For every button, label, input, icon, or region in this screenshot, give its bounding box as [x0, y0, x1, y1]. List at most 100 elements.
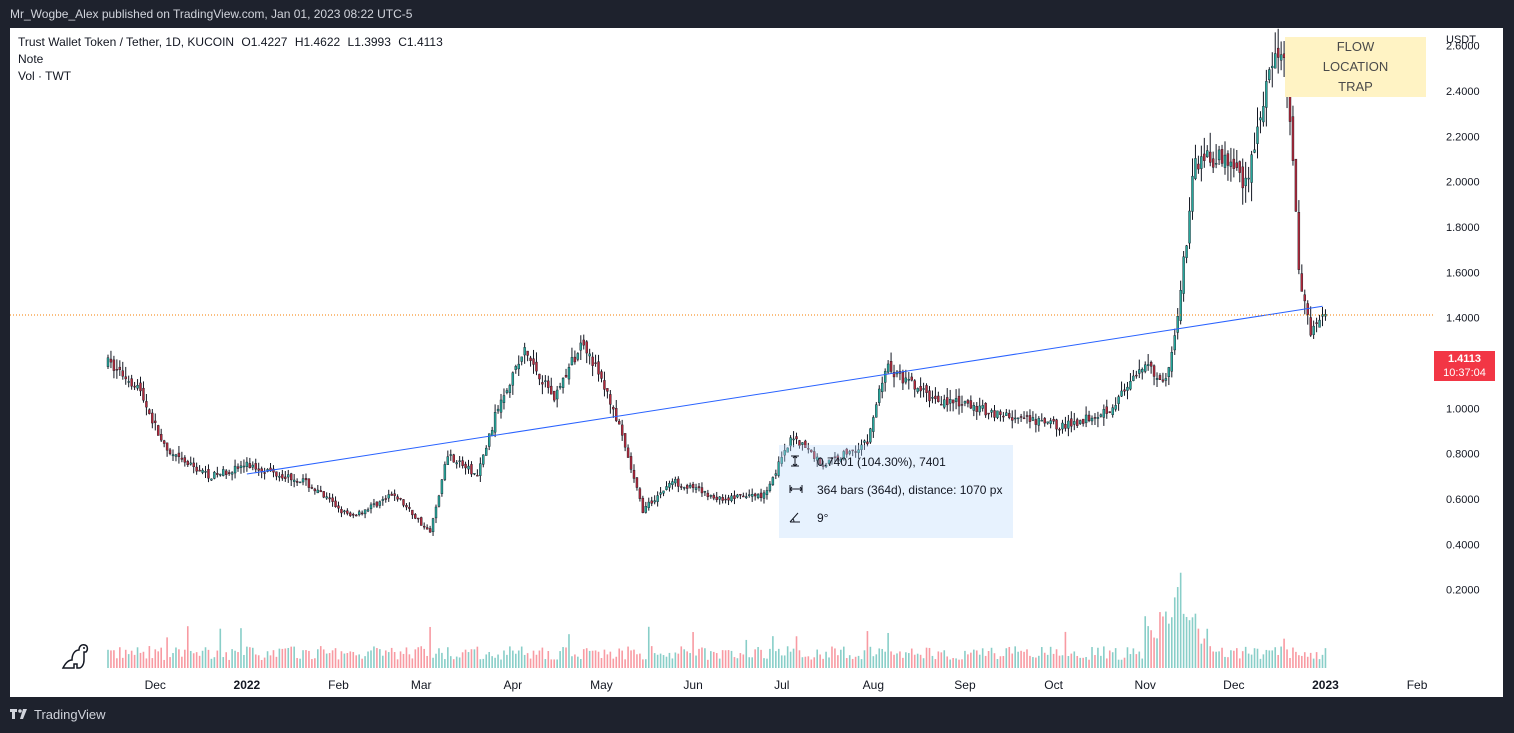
measure-tool-box[interactable]: 0.7401 (104.30%), 7401 364 bars (364d), … — [779, 445, 1013, 538]
candle-body — [411, 509, 414, 516]
volume-bar — [1008, 646, 1011, 668]
candle-body — [1226, 153, 1230, 166]
candle-body — [109, 358, 113, 363]
volume-bar — [544, 659, 547, 668]
volume-bar — [757, 647, 759, 668]
last-price-label: 1.4113 10:37:04 — [1434, 351, 1495, 381]
volume-bar — [414, 649, 417, 668]
candle-body — [851, 449, 854, 452]
candle-body — [272, 468, 275, 473]
chart-area[interactable]: 0.20000.40000.60000.80001.00001.20001.40… — [10, 28, 1503, 697]
candle-body — [597, 361, 600, 375]
candle-body — [154, 420, 157, 423]
candle-body — [937, 395, 940, 402]
candle-body — [230, 472, 234, 475]
candle-body — [999, 411, 1002, 415]
footer-brand[interactable]: TradingView — [10, 706, 106, 725]
volume-bar — [804, 656, 807, 668]
candle-body — [653, 500, 656, 503]
y-tick-label: 0.4000 — [1446, 539, 1480, 551]
volume-bar — [656, 654, 659, 668]
volume-bar — [594, 650, 597, 668]
volume-bar — [562, 647, 564, 668]
volume-bar — [127, 654, 130, 668]
volume-bar — [163, 659, 165, 668]
candle-body — [1203, 153, 1206, 161]
candle-body — [656, 495, 659, 502]
candle-body — [139, 382, 142, 392]
candle-body — [824, 465, 828, 467]
volume-bar — [314, 658, 316, 668]
x-tick-label: Dec — [145, 678, 166, 692]
candle-body — [121, 370, 124, 377]
volume-bar — [1247, 653, 1250, 668]
volume-bar — [715, 653, 718, 668]
volume-bar — [1040, 647, 1043, 668]
volume-bar — [1017, 651, 1019, 668]
candle-body — [957, 395, 961, 407]
y-tick-label: 1.0000 — [1446, 403, 1480, 415]
volume-bar — [1153, 637, 1155, 668]
volume-bar — [653, 653, 656, 668]
candle-body — [1040, 420, 1043, 422]
volume-bar — [689, 653, 691, 668]
volume-bar — [494, 657, 496, 668]
volume-bar — [828, 657, 830, 668]
volume-bar — [124, 649, 127, 668]
volume-bar — [710, 651, 712, 668]
candle-body — [632, 469, 636, 479]
note-indicator-label[interactable]: Note — [18, 52, 44, 66]
volume-bar — [219, 628, 222, 668]
ohlc-row: Trust Wallet Token / Tether, 1D, KUCOIN … — [18, 34, 447, 51]
candle-body — [449, 454, 452, 456]
volume-bar — [337, 659, 340, 668]
candle-body — [839, 459, 843, 462]
volume-bar — [358, 654, 360, 668]
volume-bar — [547, 651, 550, 668]
candle-body — [337, 505, 340, 509]
measure-range-row: 364 bars (364d), distance: 1070 px — [789, 483, 1002, 497]
volume-bar — [987, 650, 990, 668]
candle-body — [1111, 407, 1114, 416]
volume-bar — [166, 637, 168, 668]
candle-body — [310, 487, 314, 489]
candle-body — [508, 385, 512, 393]
candle-body — [399, 498, 402, 500]
y-tick-label: 0.2000 — [1446, 585, 1480, 597]
symbol-title[interactable]: Trust Wallet Token / Tether, 1D, KUCOIN — [18, 35, 235, 49]
candle-body — [1016, 417, 1020, 419]
candle-body — [795, 436, 798, 440]
volume-bar — [148, 646, 151, 668]
candle-body — [1214, 163, 1218, 165]
note-line-location: LOCATION — [1322, 59, 1389, 74]
volume-bar — [627, 646, 629, 668]
volume-bar — [192, 653, 195, 668]
volume-bar — [373, 646, 375, 668]
volume-bar — [1218, 651, 1220, 668]
volume-bar — [975, 650, 978, 668]
candle-body — [872, 417, 875, 432]
candle-body — [1073, 421, 1076, 425]
volume-bar — [1168, 623, 1170, 668]
candle-body — [1294, 158, 1298, 212]
candle-body — [712, 494, 715, 499]
candle-body — [780, 457, 783, 464]
candle-body — [863, 440, 866, 443]
volume-indicator-label[interactable]: Vol · TWT — [18, 69, 72, 83]
candle-body — [467, 465, 470, 470]
volume-bar — [1002, 656, 1005, 668]
candle-body — [990, 410, 993, 413]
candle-body — [892, 372, 896, 378]
candle-body — [1182, 256, 1185, 294]
candle-body — [1262, 106, 1265, 123]
candlestick-chart[interactable]: 0.20000.40000.60000.80001.00001.20001.40… — [10, 28, 1503, 697]
volume-bar — [216, 650, 219, 668]
note-callout[interactable]: FLOW LOCATION TRAP — [1285, 37, 1426, 97]
candle-body — [745, 496, 748, 498]
volume-bar — [1156, 638, 1158, 668]
volume-bar — [325, 653, 328, 668]
candle-body — [434, 506, 438, 519]
volume-bar — [482, 658, 485, 668]
candle-body — [910, 376, 913, 381]
candle-body — [650, 500, 653, 504]
